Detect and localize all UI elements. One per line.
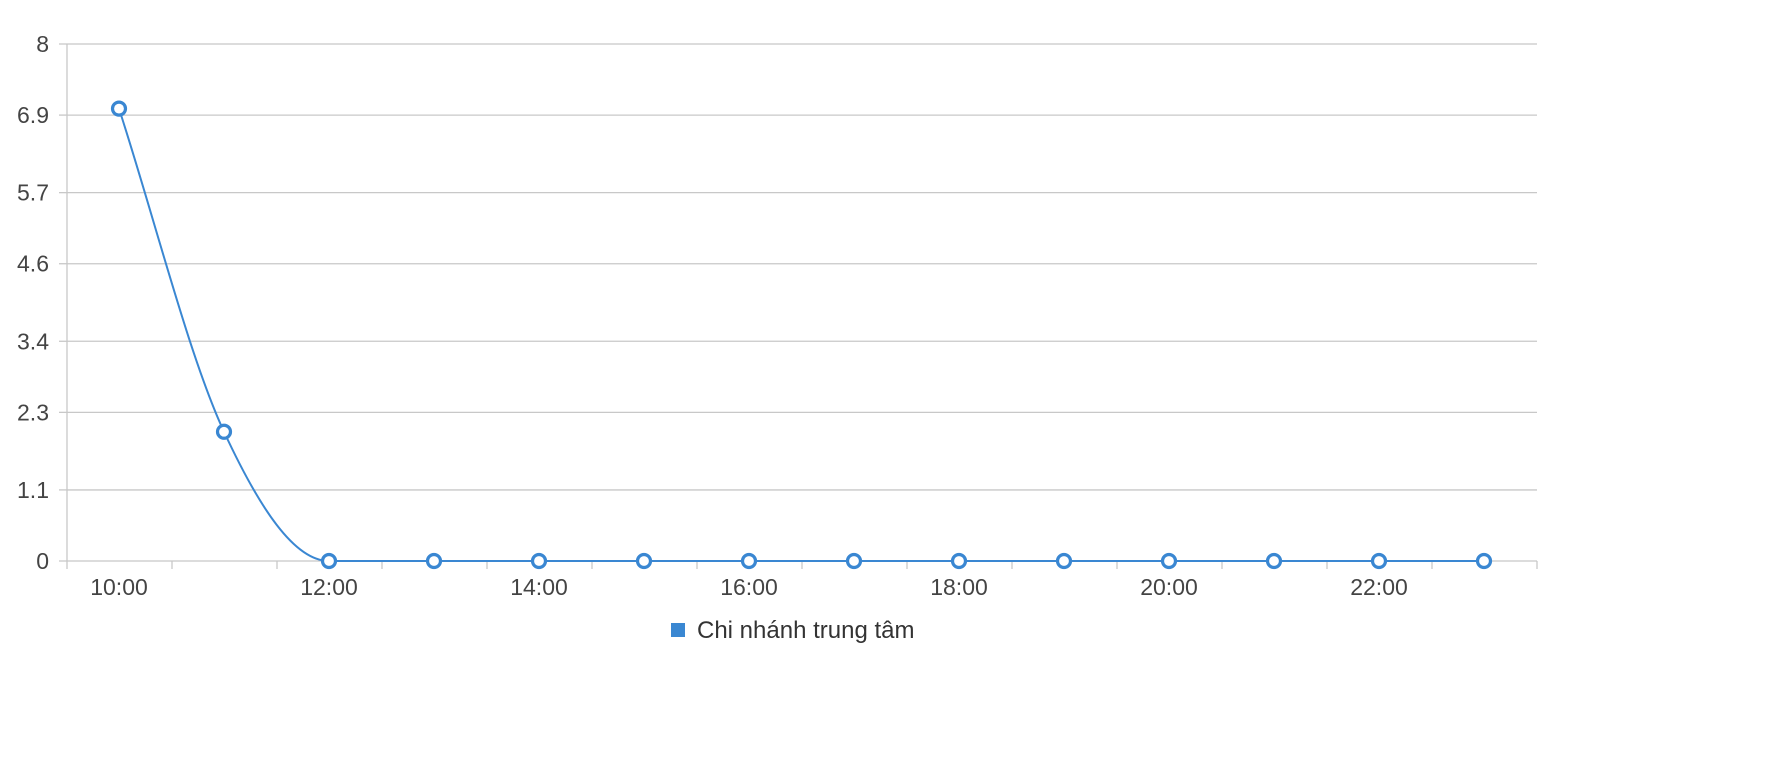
data-point-marker[interactable]: [740, 552, 758, 570]
y-axis-tick-label: 4.6: [17, 251, 49, 277]
data-point-marker[interactable]: [320, 552, 338, 570]
data-point-marker[interactable]: [845, 552, 863, 570]
data-point-marker[interactable]: [1370, 552, 1388, 570]
y-axis-tick-label: 3.4: [17, 328, 49, 354]
y-axis-tick-label: 5.7: [17, 180, 49, 206]
legend[interactable]: Chi nhánh trung tâm: [671, 617, 914, 644]
data-point-marker[interactable]: [215, 423, 233, 440]
x-axis-tick-label: 22:00: [1350, 574, 1408, 600]
y-axis-tick-label: 6.9: [17, 102, 49, 128]
data-point-marker[interactable]: [1475, 552, 1493, 570]
data-point-marker[interactable]: [950, 552, 968, 570]
series-lines: [118, 108, 1484, 562]
x-axis-tick-labels: 10:00 12:00 14:00 16:00 18:00 20:00 22:00: [90, 574, 1408, 600]
y-axis-tick-label: 0: [36, 548, 49, 574]
x-axis-tick-label: 20:00: [1140, 574, 1198, 600]
y-axis-tick-label: 1.1: [17, 477, 49, 503]
data-point-marker[interactable]: [110, 100, 128, 117]
x-axis-tick-label: 16:00: [720, 574, 778, 600]
data-point-marker[interactable]: [530, 552, 548, 570]
x-axis-tick-label: 14:00: [510, 574, 568, 600]
data-point-marker[interactable]: [635, 552, 653, 570]
x-axis-tick-label: 12:00: [300, 574, 358, 600]
data-point-marker[interactable]: [425, 552, 443, 570]
legend-swatch[interactable]: [671, 623, 685, 637]
series-line[interactable]: [118, 108, 1484, 562]
data-point-marker[interactable]: [1265, 552, 1283, 570]
grid-lines: [67, 43, 1537, 562]
y-axis-tick-label: 2.3: [17, 399, 49, 425]
x-axis-tick-label: 18:00: [930, 574, 988, 600]
data-point-marker[interactable]: [1055, 552, 1073, 570]
y-axis-tick-label: 8: [36, 31, 49, 57]
y-axis-tick-labels: 0 1.1 2.3 3.4 4.6 5.7 6.9 8: [17, 31, 49, 574]
x-axis-tick-label: 10:00: [90, 574, 148, 600]
axes: [59, 43, 1538, 569]
data-point-marker[interactable]: [1160, 552, 1178, 570]
series-markers: [110, 100, 1493, 570]
legend-label[interactable]: Chi nhánh trung tâm: [697, 617, 914, 644]
